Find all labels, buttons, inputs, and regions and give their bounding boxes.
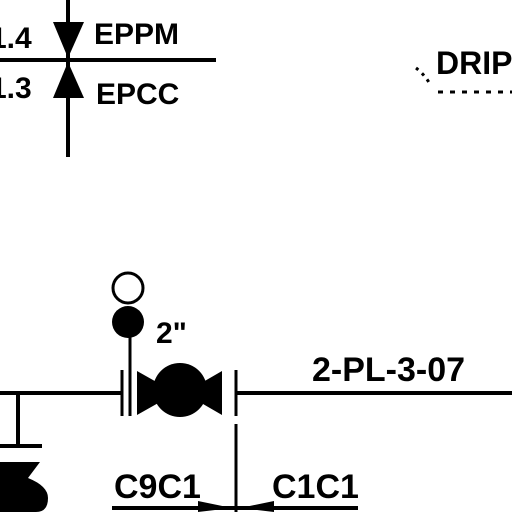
- elevation-marker: 1.4 EPPM 1.3 EPCC: [0, 0, 216, 157]
- drip-note: DRIP: [415, 45, 512, 94]
- right-spec-label: C1C1: [272, 468, 359, 506]
- elevation-upper-label: EPPM: [94, 18, 179, 51]
- actuator-filled-circle-icon: [112, 306, 144, 338]
- elevation-down-arrow-icon: [53, 22, 84, 58]
- valve-actuator: 2": [111, 271, 187, 373]
- elevation-lower-value: 1.3: [0, 72, 32, 105]
- spec-break: C9C1 C1C1: [112, 424, 359, 512]
- spec-break-right-arrow-icon: [240, 501, 274, 512]
- valve-center-disc: [153, 363, 207, 417]
- valve-size-label: 2": [156, 317, 187, 350]
- elevation-upper-value: 1.4: [0, 22, 32, 55]
- left-spec-label: C9C1: [114, 468, 201, 506]
- elevation-up-arrow-icon: [53, 62, 84, 98]
- actuator-open-circle-icon: [111, 271, 145, 305]
- main-pipe: [0, 391, 512, 512]
- elevation-lower-label: EPCC: [96, 78, 179, 111]
- line-number-label: 2-PL-3-07: [312, 351, 465, 389]
- spec-break-left-arrow-icon: [198, 501, 232, 512]
- drip-leader-dots: [415, 66, 432, 85]
- drip-label: DRIP: [436, 45, 512, 81]
- drain-valve-icon: [0, 462, 48, 512]
- gate-valve-icon: [120, 363, 238, 417]
